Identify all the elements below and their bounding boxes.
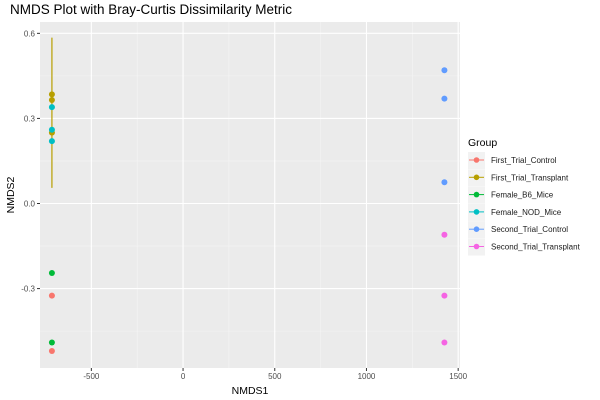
data-point: [48, 138, 55, 145]
legend-key-point: [473, 157, 480, 163]
data-point: [48, 126, 55, 133]
legend-item: Female_NOD_Mice: [468, 203, 562, 221]
y-axis-ticks: -0.3 0.0 0.3 0.6: [21, 29, 40, 294]
data-point: [48, 269, 55, 276]
legend-item: Second_Trial_Transplant: [468, 238, 581, 256]
chart-title: NMDS Plot with Bray-Curtis Dissimilarity…: [10, 2, 292, 17]
data-point: [441, 231, 448, 238]
data-point: [48, 96, 55, 103]
x-tick-label: 1500: [449, 372, 467, 381]
legend-key-point: [473, 209, 480, 215]
major-gridlines: [40, 22, 460, 368]
y-tick-label: 0.6: [24, 29, 36, 38]
data-points: [48, 67, 448, 354]
data-point: [441, 67, 448, 74]
legend-label: First_Trial_Control: [491, 156, 557, 165]
x-tick-label: 1000: [358, 372, 376, 381]
x-axis-ticks: -500 0 500 1000 1500: [83, 368, 468, 381]
legend-item: First_Trial_Control: [468, 152, 557, 169]
legend-key-point: [473, 226, 480, 232]
legend-label: Female_B6_Mice: [491, 191, 554, 200]
data-point: [48, 347, 55, 354]
data-point: [48, 339, 55, 346]
minor-gridlines: [40, 22, 460, 368]
data-point: [48, 292, 55, 299]
x-tick-label: 500: [268, 372, 282, 381]
y-tick-label: 0.0: [24, 200, 36, 209]
y-tick-label: -0.3: [21, 285, 35, 294]
legend-label: Second_Trial_Transplant: [491, 243, 581, 252]
legend: Group First_Trial_Control First_Trial_Tra…: [468, 137, 581, 256]
legend-key-point: [473, 174, 480, 181]
y-axis-label: NMDS2: [5, 176, 17, 213]
legend-label: Female_NOD_Mice: [491, 208, 562, 217]
data-point: [48, 91, 55, 98]
x-tick-label: -500: [83, 372, 100, 381]
data-point: [441, 179, 448, 186]
data-point: [48, 104, 55, 111]
y-tick-label: 0.3: [24, 114, 36, 123]
legend-item: Female_B6_Mice: [468, 186, 554, 204]
legend-label: Second_Trial_Control: [491, 225, 568, 234]
legend-title: Group: [468, 137, 497, 149]
x-axis-label: NMDS1: [232, 385, 269, 397]
data-point: [441, 339, 448, 346]
data-point: [441, 95, 448, 102]
legend-item: First_Trial_Transplant: [468, 169, 569, 187]
legend-label: First_Trial_Transplant: [491, 173, 569, 182]
legend-item: Second_Trial_Control: [468, 221, 568, 239]
legend-key-point: [473, 243, 480, 250]
legend-key-point: [473, 191, 480, 198]
data-point: [441, 292, 448, 299]
plot-panel: [40, 22, 460, 368]
x-tick-label: 0: [181, 372, 186, 381]
